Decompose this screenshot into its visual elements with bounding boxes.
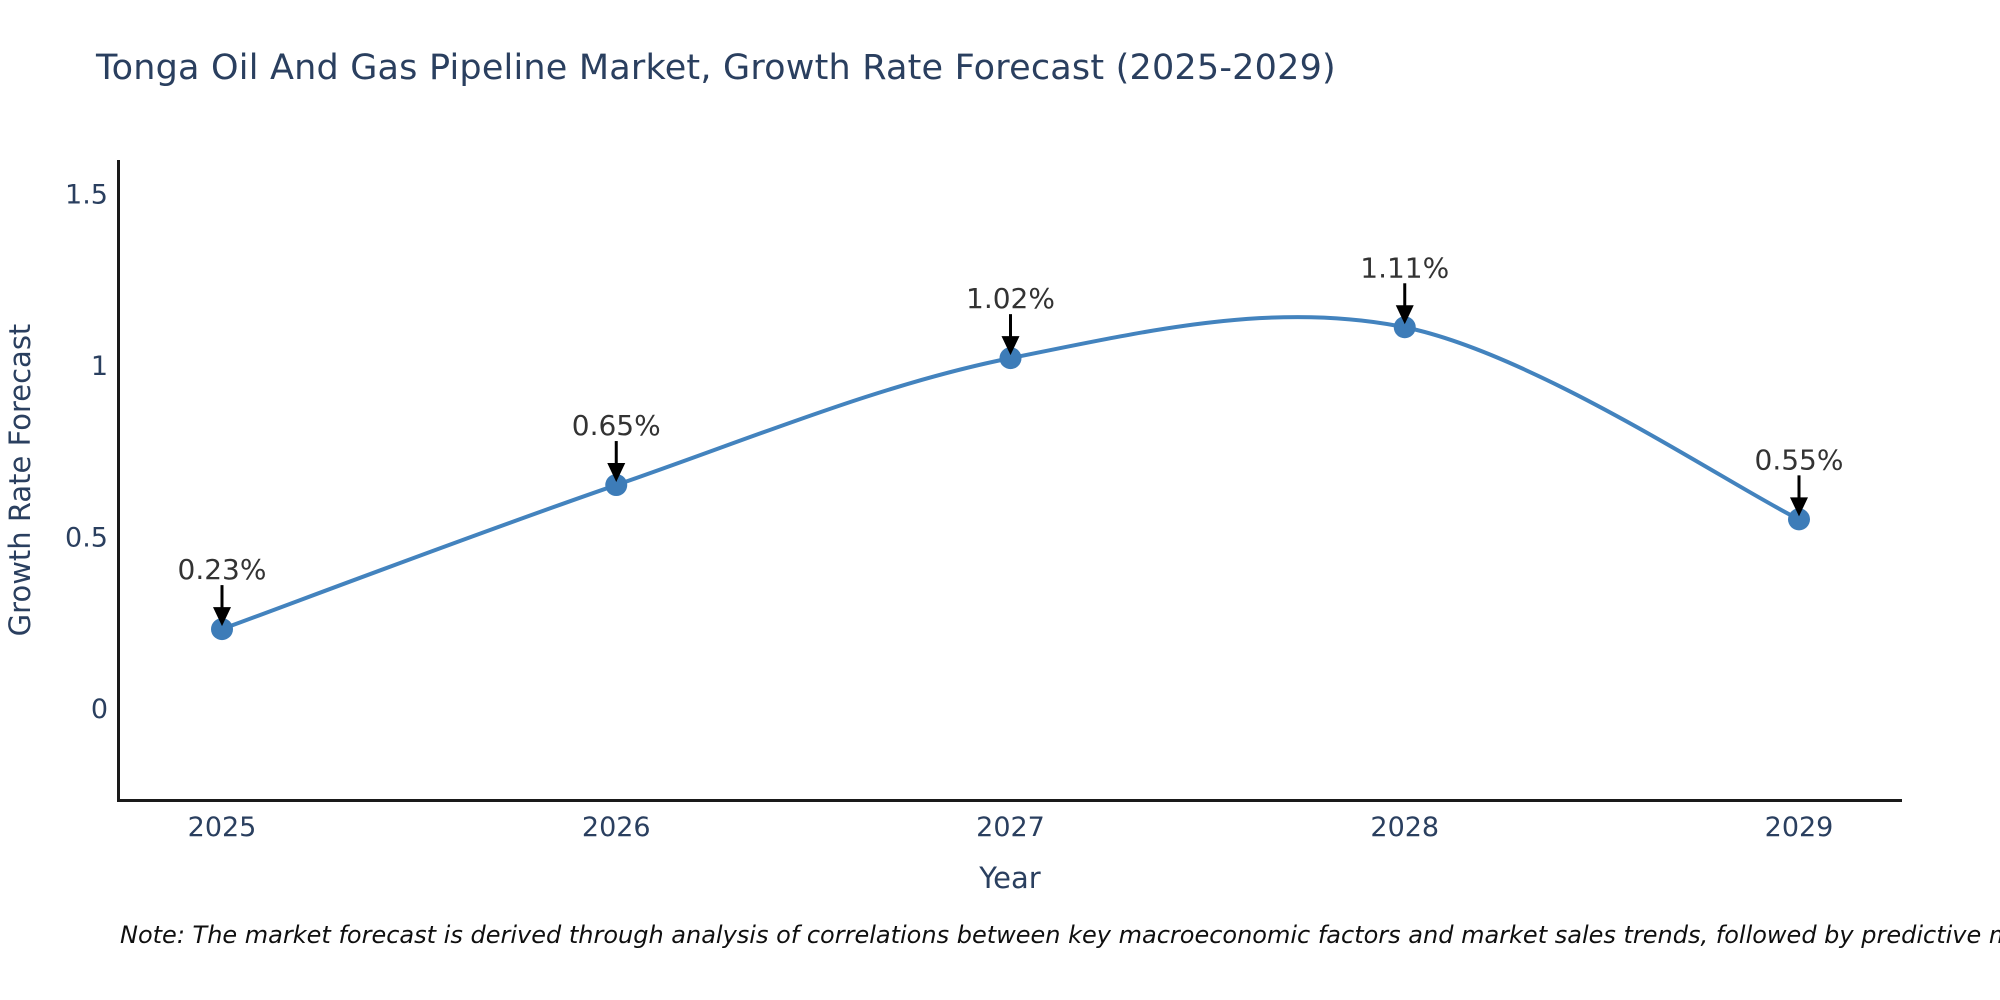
data-point-2028[interactable] [1393, 316, 1416, 339]
footnote: Note: The market forecast is derived thr… [120, 921, 2000, 949]
y-tick-label-0: 0 [91, 694, 108, 725]
data-point-2026[interactable] [605, 474, 628, 497]
annotation-label-2029: 0.55% [1755, 443, 1844, 476]
x-tick-label-2028: 2028 [1370, 812, 1439, 843]
annotation-arrow-head-2025 [213, 607, 231, 627]
annotation-label-2026: 0.65% [572, 409, 661, 442]
y-tick-label-1: 1 [91, 351, 108, 382]
annotation-label-2025: 0.23% [178, 553, 267, 586]
x-tick-label-2026: 2026 [582, 812, 651, 843]
data-point-2025[interactable] [211, 618, 233, 641]
annotation-arrow-head-2026 [607, 463, 626, 483]
y-axis-title: Growth Rate Forecast [3, 324, 37, 637]
x-tick-label-2027: 2027 [976, 812, 1045, 843]
annotation-label-2027: 1.02% [966, 282, 1055, 315]
y-tick-label-1.5: 1.5 [65, 180, 108, 211]
data-point-2029[interactable] [1788, 508, 1810, 531]
x-tick-label-2025: 2025 [188, 812, 257, 843]
plot-area[interactable] [118, 160, 1902, 800]
y-tick-label-0.5: 0.5 [65, 523, 108, 554]
x-axis-title: Year [978, 861, 1040, 895]
annotation-arrow-head-2028 [1395, 305, 1414, 325]
annotation-arrow-head-2027 [1001, 336, 1020, 356]
chart-title: Tonga Oil And Gas Pipeline Market, Growt… [96, 48, 1336, 88]
annotation-arrow-head-2029 [1790, 497, 1808, 517]
x-tick-label-2029: 2029 [1765, 812, 1834, 843]
data-point-2027[interactable] [999, 347, 1022, 370]
annotation-label-2028: 1.11% [1360, 251, 1449, 284]
